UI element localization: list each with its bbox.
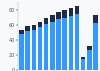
Bar [62,18,67,70]
Bar [81,59,86,70]
Bar [32,25,36,30]
Bar [44,18,48,24]
Bar [50,15,55,22]
Bar [19,34,24,70]
Bar [87,46,92,50]
Bar [38,27,42,70]
Bar [56,12,61,19]
Bar [75,14,79,70]
Bar [69,16,73,70]
Bar [25,26,30,31]
Bar [75,6,79,14]
Bar [32,30,36,70]
Bar [62,10,67,18]
Bar [44,24,48,70]
Bar [19,30,24,34]
Bar [93,15,98,23]
Bar [69,8,73,16]
Bar [81,57,86,59]
Bar [93,23,98,70]
Bar [25,31,30,70]
Bar [56,19,61,70]
Bar [87,50,92,70]
Bar [38,22,42,27]
Bar [50,22,55,70]
